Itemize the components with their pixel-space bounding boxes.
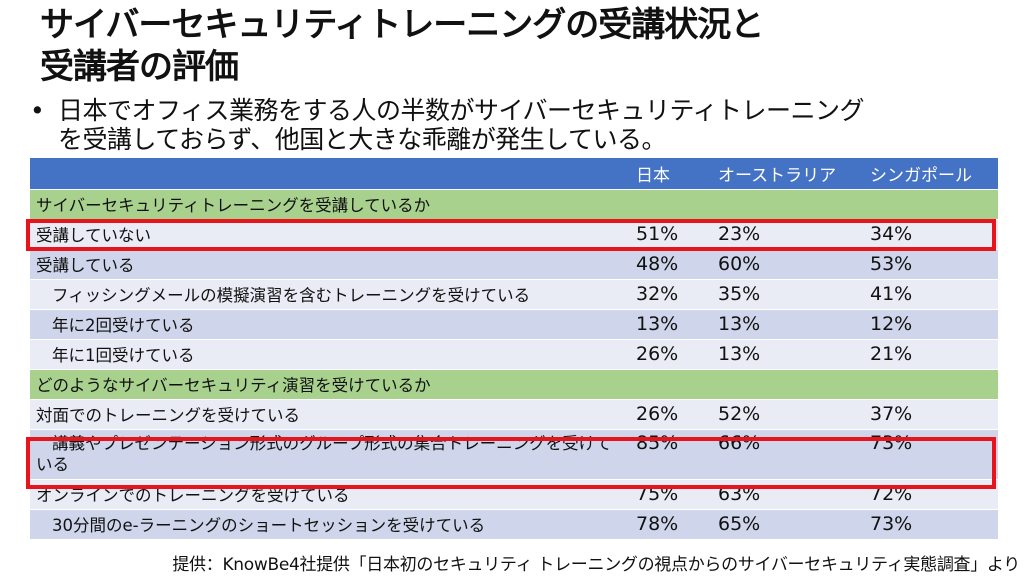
bullet-line-2: を受講しておらず、他国と大きな乖離が発生している。 <box>58 125 667 154</box>
table-header-row: 日本 オーストラリア シンガポール <box>30 158 998 189</box>
table-row: オンラインでのトレーニングを受けている 75% 63% 72% <box>30 479 998 509</box>
value-japan: 48% <box>636 253 679 275</box>
value-singapore: 41% <box>870 283 913 305</box>
row-label: オンラインでのトレーニングを受けている <box>36 486 350 505</box>
value-japan: 32% <box>636 283 679 305</box>
table-row: 30分間のe-ラーニングのショートセッションを受けている 78% 65% 73% <box>30 509 998 539</box>
value-singapore: 72% <box>870 483 913 505</box>
table-row: 年に1回受けている 26% 13% 21% <box>30 339 998 369</box>
value-japan: 85% <box>636 431 679 454</box>
value-japan: 78% <box>636 513 679 535</box>
slide-title: サイバーセキュリティトレーニングの受講状況と 受講者の評価 <box>40 4 1000 88</box>
value-singapore: 21% <box>870 343 913 365</box>
row-label: 講義やプレゼンテーション形式のグループ形式の集合トレーニングを受けている <box>36 434 612 474</box>
value-australia: 60% <box>718 253 761 275</box>
bullet-dot-icon: • <box>30 96 45 125</box>
section-row: サイバーセキュリティトレーニングを受講しているか <box>30 189 998 219</box>
bullet-line-1: 日本でオフィス業務をする人の半数がサイバーセキュリティトレーニング <box>58 96 865 125</box>
bullet-point: • 日本でオフィス業務をする人の半数がサイバーセキュリティトレーニング を受講し… <box>30 96 1010 154</box>
value-australia: 35% <box>718 283 761 305</box>
value-japan: 51% <box>636 223 679 245</box>
value-japan: 13% <box>636 313 679 335</box>
header-cell-japan: 日本 <box>636 165 670 186</box>
value-singapore: 12% <box>870 313 913 335</box>
value-japan: 26% <box>636 343 679 365</box>
header-cell-singapore: シンガポール <box>870 165 972 186</box>
value-australia: 65% <box>718 513 761 535</box>
table-row: フィッシングメールの模擬演習を含むトレーニングを受けている 32% 35% 41… <box>30 279 998 309</box>
title-line-1: サイバーセキュリティトレーニングの受講状況と <box>40 5 764 45</box>
value-japan: 75% <box>636 483 679 505</box>
value-singapore: 34% <box>870 223 913 245</box>
value-singapore: 73% <box>870 513 913 535</box>
value-australia: 23% <box>718 223 761 245</box>
value-singapore: 73% <box>870 431 913 454</box>
value-japan: 26% <box>636 403 679 425</box>
value-australia: 13% <box>718 343 761 365</box>
table-row: 受講している 48% 60% 53% <box>30 249 998 279</box>
row-label: 受講していない <box>36 226 152 245</box>
row-label: 年に1回受けている <box>52 346 195 365</box>
row-label: 対面でのトレーニングを受けている <box>36 406 300 425</box>
section-title: どのようなサイバーセキュリティ演習を受けているか <box>36 376 431 395</box>
header-cell-australia: オーストラリア <box>718 165 837 186</box>
section-title: サイバーセキュリティトレーニングを受講しているか <box>36 196 431 215</box>
table-row: 講義やプレゼンテーション形式のグループ形式の集合トレーニングを受けている 85%… <box>30 429 998 479</box>
section-row: どのようなサイバーセキュリティ演習を受けているか <box>30 369 998 399</box>
table-row: 受講していない 51% 23% 34% <box>30 219 998 249</box>
survey-table: 日本 オーストラリア シンガポール サイバーセキュリティトレーニングを受講してい… <box>30 158 998 540</box>
row-label: フィッシングメールの模擬演習を含むトレーニングを受けている <box>52 286 531 305</box>
header-cell-label <box>30 158 630 189</box>
source-footnote: 提供：KnowBe4社提供「日本初のセキュリティ トレーニングの視点からのサイバ… <box>172 555 1020 575</box>
row-label: 年に2回受けている <box>52 316 195 335</box>
row-label: 受講している <box>36 256 135 275</box>
table-row: 対面でのトレーニングを受けている 26% 52% 37% <box>30 399 998 429</box>
row-label: 30分間のe-ラーニングのショートセッションを受けている <box>52 516 486 535</box>
value-australia: 63% <box>718 483 761 505</box>
value-australia: 13% <box>718 313 761 335</box>
value-singapore: 53% <box>870 253 913 275</box>
table-row: 年に2回受けている 13% 13% 12% <box>30 309 998 339</box>
title-line-2: 受講者の評価 <box>40 47 239 87</box>
value-australia: 52% <box>718 403 761 425</box>
value-australia: 66% <box>718 431 761 454</box>
value-singapore: 37% <box>870 403 913 425</box>
